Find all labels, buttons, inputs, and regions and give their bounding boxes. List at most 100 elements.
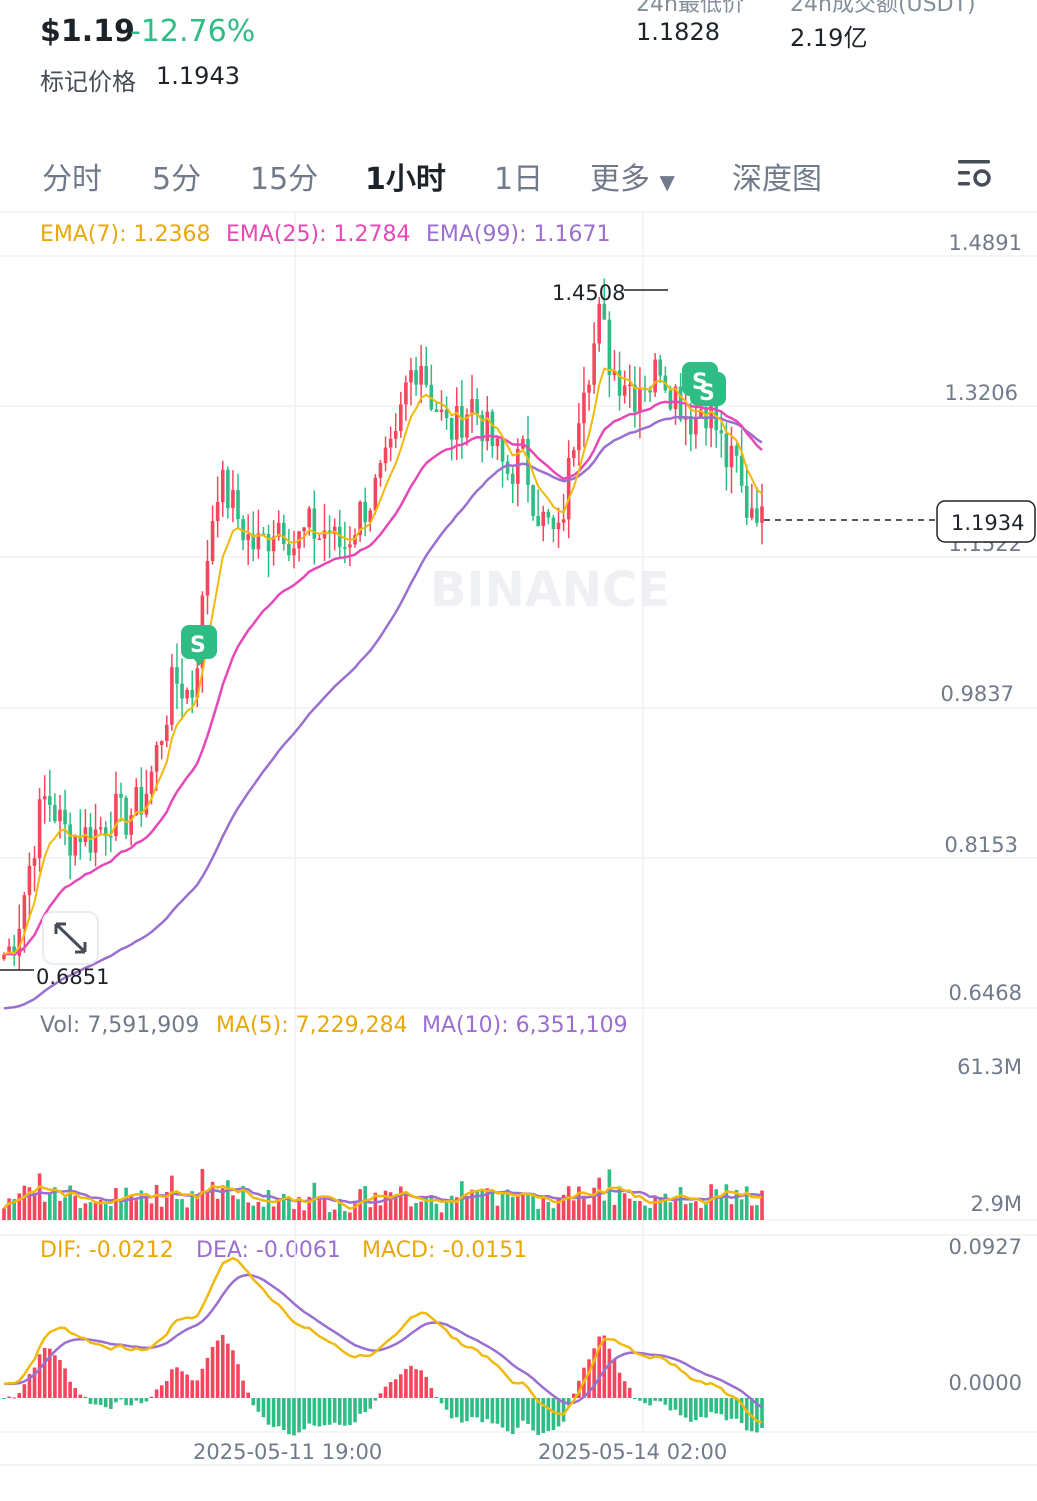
candle-body — [582, 392, 586, 424]
volume-bar — [597, 1177, 602, 1220]
macd-histogram-bar — [536, 1398, 540, 1435]
candle-body — [68, 824, 72, 856]
macd-histogram-bar — [22, 1384, 27, 1398]
volume-bar — [353, 1203, 357, 1220]
current-price-label: 1.1934 — [951, 511, 1024, 535]
macd-histogram-bar — [643, 1398, 647, 1404]
volume-bar — [516, 1196, 520, 1220]
candle-body — [449, 418, 454, 440]
volume-bar — [556, 1197, 561, 1220]
macd-histogram-bar — [98, 1398, 103, 1405]
macd-histogram-bar — [409, 1365, 413, 1398]
macd-histogram-bar — [124, 1398, 128, 1406]
tab-time-share[interactable]: 分时 — [42, 162, 102, 197]
tab-more[interactable]: 更多 ▼ — [590, 154, 675, 198]
tab-depth-chart[interactable]: 深度图 — [732, 162, 822, 197]
binance-watermark: BINANCE — [430, 562, 670, 618]
candle-body — [154, 744, 159, 772]
tab-5m[interactable]: 5分 — [152, 162, 202, 197]
macd-histogram-bar — [556, 1398, 561, 1427]
macd-histogram-bar — [510, 1398, 515, 1435]
macd-histogram-bar — [505, 1398, 510, 1432]
volume-bar — [226, 1180, 230, 1220]
candle-body — [719, 430, 724, 434]
macd-histogram-bar — [516, 1398, 520, 1428]
macd-histogram-bar — [246, 1392, 250, 1398]
volume-bar — [429, 1195, 434, 1220]
volume-bar — [602, 1200, 607, 1220]
volume-bar — [368, 1207, 373, 1220]
macd-histogram-bar — [327, 1398, 332, 1425]
candle-body — [709, 400, 713, 429]
volume-bar — [404, 1195, 408, 1220]
macd-histogram-bar — [7, 1396, 11, 1398]
macd-histogram-bar — [42, 1347, 47, 1398]
volume-bar — [348, 1212, 352, 1220]
expand-chart-icon[interactable] — [42, 911, 99, 965]
volume-bar — [734, 1189, 739, 1220]
tab-1d[interactable]: 1日 — [494, 162, 544, 197]
volume-bar — [164, 1192, 169, 1220]
volume-bar — [292, 1209, 296, 1220]
macd-histogram-bar — [704, 1398, 708, 1418]
dea-line — [3, 1273, 763, 1409]
volume-bar — [699, 1207, 703, 1220]
macd-histogram — [2, 1334, 764, 1436]
candle-body — [470, 399, 474, 415]
macd-histogram-bar — [602, 1335, 607, 1398]
volume-bars — [2, 1168, 764, 1220]
chart-settings-icon[interactable] — [956, 156, 994, 196]
volume-bar — [281, 1193, 286, 1220]
volume-bar — [185, 1207, 189, 1220]
macd-histogram-bar — [2, 1398, 6, 1399]
volume-bar — [393, 1195, 398, 1220]
candle-body — [114, 793, 118, 837]
volume-bar — [744, 1186, 749, 1220]
macd-histogram-bar — [571, 1393, 576, 1398]
macd-histogram-bar — [404, 1369, 408, 1398]
volume-bar — [485, 1188, 490, 1220]
candle-body — [220, 469, 225, 503]
sell-signal-marker[interactable]: S S — [682, 362, 726, 406]
volume-bar — [582, 1195, 586, 1220]
macd-histogram-bar — [434, 1396, 439, 1398]
macd-histogram-bar — [93, 1398, 98, 1405]
volume-bar — [297, 1197, 301, 1220]
ema25-legend: EMA(25): 1.2784 — [226, 222, 411, 247]
candle-body — [358, 501, 362, 536]
candle-body — [577, 423, 581, 451]
macd-histogram-bar — [521, 1398, 525, 1421]
volume-bar — [724, 1184, 729, 1220]
macd-histogram-bar — [393, 1379, 398, 1398]
volume-bar — [83, 1203, 88, 1220]
volume-bar — [424, 1196, 429, 1220]
macd-histogram-bar — [287, 1398, 291, 1435]
sell-signal-marker[interactable]: S — [181, 625, 217, 666]
macd-axis-label: 0.0927 — [948, 1235, 1022, 1259]
volume-bar — [154, 1184, 159, 1220]
low-24h-label: 24h最低价 — [636, 0, 744, 17]
volume-bar — [617, 1186, 622, 1220]
candle-body — [164, 724, 169, 742]
volume-24h-label: 24h成交额(USDT) — [790, 0, 976, 17]
volume-bar — [53, 1187, 57, 1220]
volume-bar — [536, 1208, 540, 1220]
volume-bar — [175, 1198, 179, 1220]
candle-body — [12, 946, 16, 956]
macd-histogram-bar — [592, 1348, 596, 1398]
macd-histogram-bar — [673, 1398, 678, 1410]
candle-body — [388, 438, 393, 448]
candle-body — [149, 771, 154, 794]
mark-price-label: 标记价格 — [40, 68, 136, 96]
macd-histogram-bar — [449, 1398, 454, 1419]
macd-histogram-bar — [460, 1398, 464, 1423]
tab-15m[interactable]: 15分 — [250, 162, 319, 197]
volume-bar — [261, 1206, 266, 1220]
macd-histogram-bar — [27, 1373, 32, 1398]
volume-bar — [526, 1193, 530, 1220]
tab-1h[interactable]: 1小时 — [365, 162, 446, 197]
macd-histogram-bar — [729, 1398, 734, 1419]
macd-histogram-bar — [363, 1398, 367, 1413]
volume-bar — [465, 1195, 469, 1220]
